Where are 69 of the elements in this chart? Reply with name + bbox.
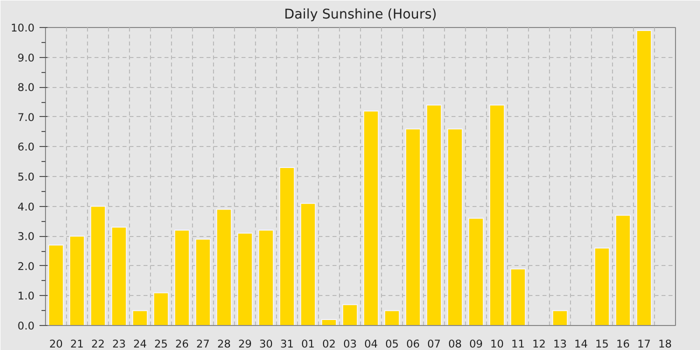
bar — [111, 226, 127, 326]
bar — [237, 232, 253, 326]
bar — [615, 214, 631, 326]
bar — [216, 208, 232, 326]
x-tick-label: 20 — [49, 338, 63, 350]
bar — [279, 167, 295, 326]
chart-title: Daily Sunshine (Hours) — [284, 8, 437, 22]
bar — [69, 236, 85, 326]
x-tick-label: 12 — [532, 338, 546, 350]
x-tick-label: 30 — [259, 338, 273, 350]
x-tick-label: 18 — [658, 338, 672, 350]
bar — [90, 206, 106, 326]
x-tick-label: 21 — [70, 338, 84, 350]
x-tick-label: 28 — [217, 338, 231, 350]
x-tick-label: 27 — [196, 338, 210, 350]
x-tick-label: 11 — [511, 338, 525, 350]
x-tick-label: 06 — [406, 338, 420, 350]
x-tick-label: 08 — [448, 338, 462, 350]
x-tick-label: 09 — [469, 338, 483, 350]
bar — [321, 319, 337, 326]
bar — [552, 310, 568, 326]
y-tick-label: 6.0 — [18, 140, 35, 154]
x-tick-label: 14 — [574, 338, 588, 350]
bar — [258, 230, 274, 326]
bar — [195, 238, 211, 326]
x-tick-label: 07 — [427, 338, 441, 350]
x-tick-label: 31 — [280, 338, 294, 350]
bar — [594, 248, 610, 326]
x-tick-label: 03 — [343, 338, 357, 350]
y-tick-label: 1.0 — [18, 290, 35, 303]
x-tick-label: 13 — [553, 338, 567, 350]
y-tick-label: 9.0 — [18, 51, 35, 64]
x-tick-label: 23 — [112, 338, 126, 350]
bar — [363, 110, 379, 326]
x-tick-label: 05 — [385, 338, 399, 350]
x-tick-label: 24 — [133, 338, 147, 350]
bar — [468, 218, 484, 326]
bar — [174, 230, 190, 326]
bar — [342, 304, 358, 326]
x-tick-label: 15 — [595, 338, 609, 350]
bar — [510, 268, 526, 326]
bar — [48, 244, 64, 326]
y-tick-label: 4.0 — [18, 200, 35, 214]
y-tick-label: 2.0 — [18, 260, 35, 273]
x-tick-label: 17 — [637, 338, 651, 350]
bar — [384, 310, 400, 326]
x-tick-label: 02 — [322, 338, 336, 350]
y-tick-label: 10.0 — [10, 22, 35, 34]
y-tick-label: 7.0 — [18, 110, 35, 124]
x-tick-label: 26 — [175, 338, 189, 350]
bar — [300, 202, 316, 326]
y-tick-label: 0.0 — [18, 320, 35, 332]
x-tick-label: 25 — [154, 338, 168, 350]
y-tick-label: 8.0 — [18, 81, 35, 94]
x-tick-label: 04 — [364, 338, 378, 350]
x-tick-label: 10 — [490, 338, 504, 350]
x-tick-label: 01 — [301, 338, 315, 350]
bar — [489, 104, 505, 326]
bar — [447, 128, 463, 326]
bar — [153, 292, 169, 326]
x-tick-label: 22 — [91, 338, 105, 350]
y-tick-label: 3.0 — [18, 230, 35, 244]
y-tick-label: 5.0 — [18, 170, 35, 184]
bar — [132, 310, 148, 326]
bar — [405, 128, 421, 326]
bar — [636, 30, 652, 326]
bar — [426, 104, 442, 326]
x-tick-label: 16 — [616, 338, 630, 350]
x-tick-label: 29 — [238, 338, 252, 350]
